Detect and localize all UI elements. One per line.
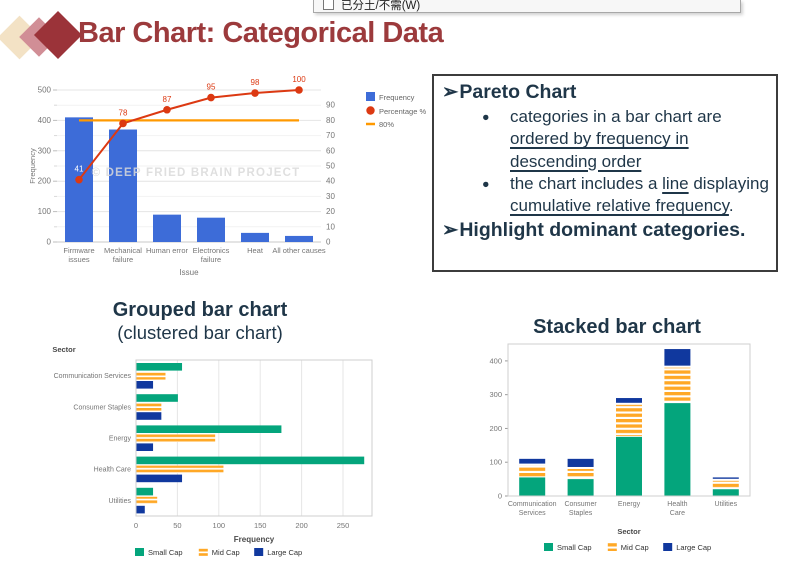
svg-text:87: 87 — [163, 95, 172, 104]
svg-text:100: 100 — [292, 75, 306, 84]
svg-text:Health: Health — [667, 501, 687, 508]
menu-row: 已分土/不需(W) — [314, 0, 740, 12]
svg-text:Issue: Issue — [179, 268, 199, 277]
svg-text:100: 100 — [38, 207, 52, 216]
notes-heading-highlight: ➢Highlight dominant categories. — [442, 218, 746, 241]
svg-text:0: 0 — [47, 238, 52, 247]
svg-text:Mechanical: Mechanical — [104, 246, 142, 255]
svg-text:All other causes: All other causes — [272, 246, 326, 255]
svg-text:Frequency: Frequency — [28, 148, 37, 184]
pareto-notes-box: ➢Pareto Chart ● categories in a bar char… — [432, 74, 778, 272]
svg-text:failure: failure — [201, 255, 221, 264]
svg-text:50: 50 — [173, 521, 181, 530]
dot-bullet-icon: ● — [482, 177, 490, 192]
svg-text:300: 300 — [489, 390, 502, 399]
svg-text:90: 90 — [326, 101, 335, 110]
svg-text:Utilities: Utilities — [108, 498, 131, 505]
svg-text:150: 150 — [254, 521, 267, 530]
svg-text:Heat: Heat — [247, 246, 264, 255]
svg-text:30: 30 — [326, 192, 335, 201]
svg-text:Mid Cap: Mid Cap — [621, 543, 649, 552]
svg-text:80: 80 — [326, 116, 335, 125]
svg-text:100: 100 — [213, 521, 226, 530]
notes-heading-pareto: ➢Pareto Chart — [442, 81, 577, 103]
svg-text:78: 78 — [119, 108, 128, 117]
svg-text:40: 40 — [326, 177, 335, 186]
svg-text:Large Cap: Large Cap — [267, 548, 302, 557]
svg-text:100: 100 — [489, 458, 502, 467]
page-title: Bar Chart: Categorical Data — [78, 17, 444, 49]
svg-text:95: 95 — [207, 83, 216, 92]
svg-text:Large Cap: Large Cap — [676, 543, 711, 552]
svg-text:Sector: Sector — [617, 527, 640, 536]
svg-text:250: 250 — [337, 521, 350, 530]
dot-bullet-icon: ● — [482, 109, 490, 124]
svg-text:Small Cap: Small Cap — [148, 548, 183, 557]
stacked-bar-chart: 0 100 200 300 400 Communication Services Consum… — [489, 343, 751, 552]
arrow-bullet-icon: ➢ — [442, 81, 459, 103]
svg-text:Communication Services: Communication Services — [54, 373, 132, 380]
svg-text:400: 400 — [489, 356, 502, 365]
svg-text:Consumer: Consumer — [564, 501, 597, 508]
stacked-chart-title: Stacked bar chart — [533, 316, 701, 338]
svg-text:Care: Care — [670, 510, 685, 517]
svg-text:Mid Cap: Mid Cap — [212, 548, 240, 557]
svg-text:Services: Services — [519, 510, 546, 517]
svg-text:50: 50 — [326, 162, 335, 171]
svg-text:Health Care: Health Care — [94, 467, 131, 474]
svg-text:200: 200 — [295, 521, 308, 530]
svg-text:80%: 80% — [379, 120, 394, 129]
svg-text:200: 200 — [38, 177, 52, 186]
menu-checkbox-icon[interactable] — [323, 0, 334, 10]
svg-text:0: 0 — [134, 521, 138, 530]
svg-text:98: 98 — [251, 78, 260, 87]
arrow-bullet-icon: ➢ — [442, 218, 459, 241]
svg-text:Firmware: Firmware — [63, 246, 94, 255]
clipped-menu-item[interactable]: 已分土/不需(W) — [313, 0, 741, 13]
svg-text:200: 200 — [489, 424, 502, 433]
notes-bullet-2: ● the chart includes a line displaying c… — [482, 173, 770, 218]
svg-text:Staples: Staples — [569, 510, 593, 517]
grouped-bar-chart: 0 50 100 150 200 250 Communication Services Con… — [52, 345, 373, 557]
svg-text:10: 10 — [326, 222, 335, 231]
pareto-chart: 0 100 200 300 400 500 0 10 20 30 40 50 60 70 80 90 © DEE… — [28, 75, 426, 277]
svg-text:issues: issues — [68, 255, 90, 264]
svg-text:Energy: Energy — [109, 436, 132, 443]
svg-text:Sector: Sector — [52, 345, 75, 354]
svg-text:Small Cap: Small Cap — [557, 543, 592, 552]
svg-text:Human error: Human error — [146, 246, 189, 255]
svg-text:400: 400 — [38, 116, 52, 125]
svg-text:Utilities: Utilities — [715, 501, 738, 508]
svg-text:Frequency: Frequency — [379, 93, 415, 102]
svg-text:Frequency: Frequency — [234, 535, 275, 544]
svg-text:Electronics: Electronics — [193, 246, 230, 255]
notes-bullet-1: ● categories in a bar chart are ordered … — [482, 106, 770, 173]
svg-text:500: 500 — [38, 86, 52, 95]
svg-text:Communication: Communication — [508, 501, 557, 508]
grouped-chart-title: Grouped bar chart (clustered bar chart) — [112, 299, 288, 343]
svg-text:70: 70 — [326, 131, 335, 140]
svg-text:Energy: Energy — [618, 501, 641, 508]
svg-text:0: 0 — [498, 492, 502, 501]
svg-text:300: 300 — [38, 146, 52, 155]
svg-text:0: 0 — [326, 238, 331, 247]
svg-text:60: 60 — [326, 146, 335, 155]
svg-text:Percentage %: Percentage % — [379, 107, 426, 116]
svg-text:failure: failure — [113, 255, 133, 264]
svg-text:20: 20 — [326, 207, 335, 216]
svg-text:Consumer Staples: Consumer Staples — [73, 404, 131, 411]
svg-text:41: 41 — [75, 165, 84, 174]
svg-text:© DEEP FRIED BRAIN PROJECT: © DEEP FRIED BRAIN PROJECT — [92, 167, 301, 179]
menu-item-label: 已分土/不需(W) — [341, 0, 421, 12]
